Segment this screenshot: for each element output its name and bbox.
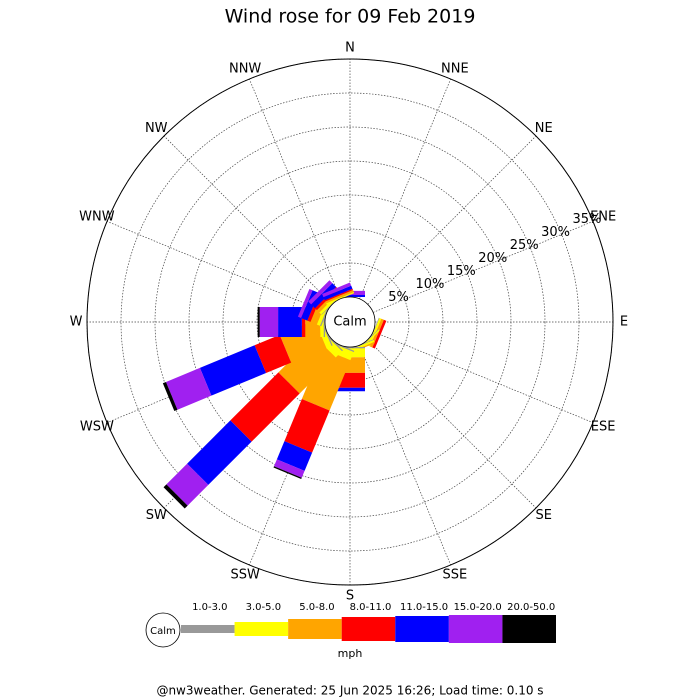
bar-segment [254,334,292,374]
outer-ring [86,58,614,586]
r-tick-label: 5% [388,290,409,305]
legend-label: 3.0-5.0 [246,602,281,613]
direction-label: ESE [591,419,616,434]
grid-ring [256,228,444,416]
bar-segment [162,381,178,412]
direction-label: SSW [230,568,260,583]
bar-segment [230,372,300,442]
bar-segment [276,441,313,471]
bar-segment [323,285,353,301]
bar-segment [259,307,279,337]
r-tick-label: 30% [541,225,570,240]
legend-label: 15.0-20.0 [454,602,502,613]
bar-segment [335,387,365,392]
bar-segment [325,290,354,304]
grid-spoke [367,339,537,509]
direction-label: NW [145,121,168,136]
r-tick-label: 35% [573,212,602,227]
grid-spoke [106,221,328,313]
direction-label: NNW [229,61,261,76]
bar-segment [278,307,302,337]
bar-segment [278,336,336,394]
bar-segment [187,420,252,485]
legend-swatch [448,615,503,643]
bar-segment [308,280,333,305]
bar-segment [324,288,353,302]
bar-segment [367,317,382,347]
legend-swatch [395,616,449,642]
grid-spoke [372,331,594,423]
legend-swatch [502,615,556,643]
legend-swatch [234,622,289,636]
legend-swatch [288,619,342,639]
legend-label: 8.0-11.0 [350,602,392,613]
grid-ring [222,194,478,450]
bar-segment [274,459,305,478]
grid-ring [120,92,580,552]
direction-label: N [345,41,355,56]
chart-title: Wind rose for 09 Feb 2019 [225,6,476,28]
r-tick-label: 20% [478,251,507,266]
bar-segment [165,367,212,410]
grid-spoke [249,78,341,300]
legend-label: 11.0-15.0 [400,602,448,613]
grid-spoke [372,221,594,313]
direction-label: WNW [79,210,115,225]
r-tick-label: 10% [415,277,444,292]
grid-ring [188,160,512,484]
legend-label: 1.0-3.0 [192,602,227,613]
bar-segment [166,463,209,506]
legend-calm-label: Calm [150,626,176,637]
grid-spoke [163,135,333,305]
bar-segment [326,291,355,305]
grid-spoke [367,135,537,305]
direction-label: WSW [80,419,114,434]
bar-segment [163,484,188,509]
direction-label: NNE [441,61,469,76]
legend-calm [145,612,181,648]
units-label: mph [338,647,363,660]
direction-label: SE [536,508,552,523]
legend-swatch [341,617,396,641]
bar-segment [297,288,313,318]
legend-label: 5.0-8.0 [299,602,334,613]
grid-spoke [359,78,451,300]
direction-label: W [70,315,83,330]
legend-label: 20.0-50.0 [507,602,555,613]
bar-segment [257,307,260,337]
direction-label: SW [146,508,167,523]
footer: @nw3weather. Generated: 25 Jun 2025 16:2… [156,684,543,698]
legend-swatch [181,625,235,633]
bar-segment [273,466,302,479]
r-tick-label: 25% [510,238,539,253]
bar-segment [322,282,352,298]
direction-label: NE [535,121,553,136]
bar-segment [372,319,387,349]
bar-segment [199,345,267,396]
bar-segment [284,399,330,453]
grid-spoke [359,344,451,566]
r-tick-label: 15% [447,264,476,279]
direction-label: E [620,315,628,330]
grid-ring [154,126,546,518]
direction-label: SSE [442,568,467,583]
calm-circle [324,296,376,348]
calm-label: Calm [333,315,366,330]
bar-segment [301,348,351,411]
direction-label: S [346,589,354,604]
grid-ring [290,262,410,382]
direction-label: ENE [590,210,616,225]
